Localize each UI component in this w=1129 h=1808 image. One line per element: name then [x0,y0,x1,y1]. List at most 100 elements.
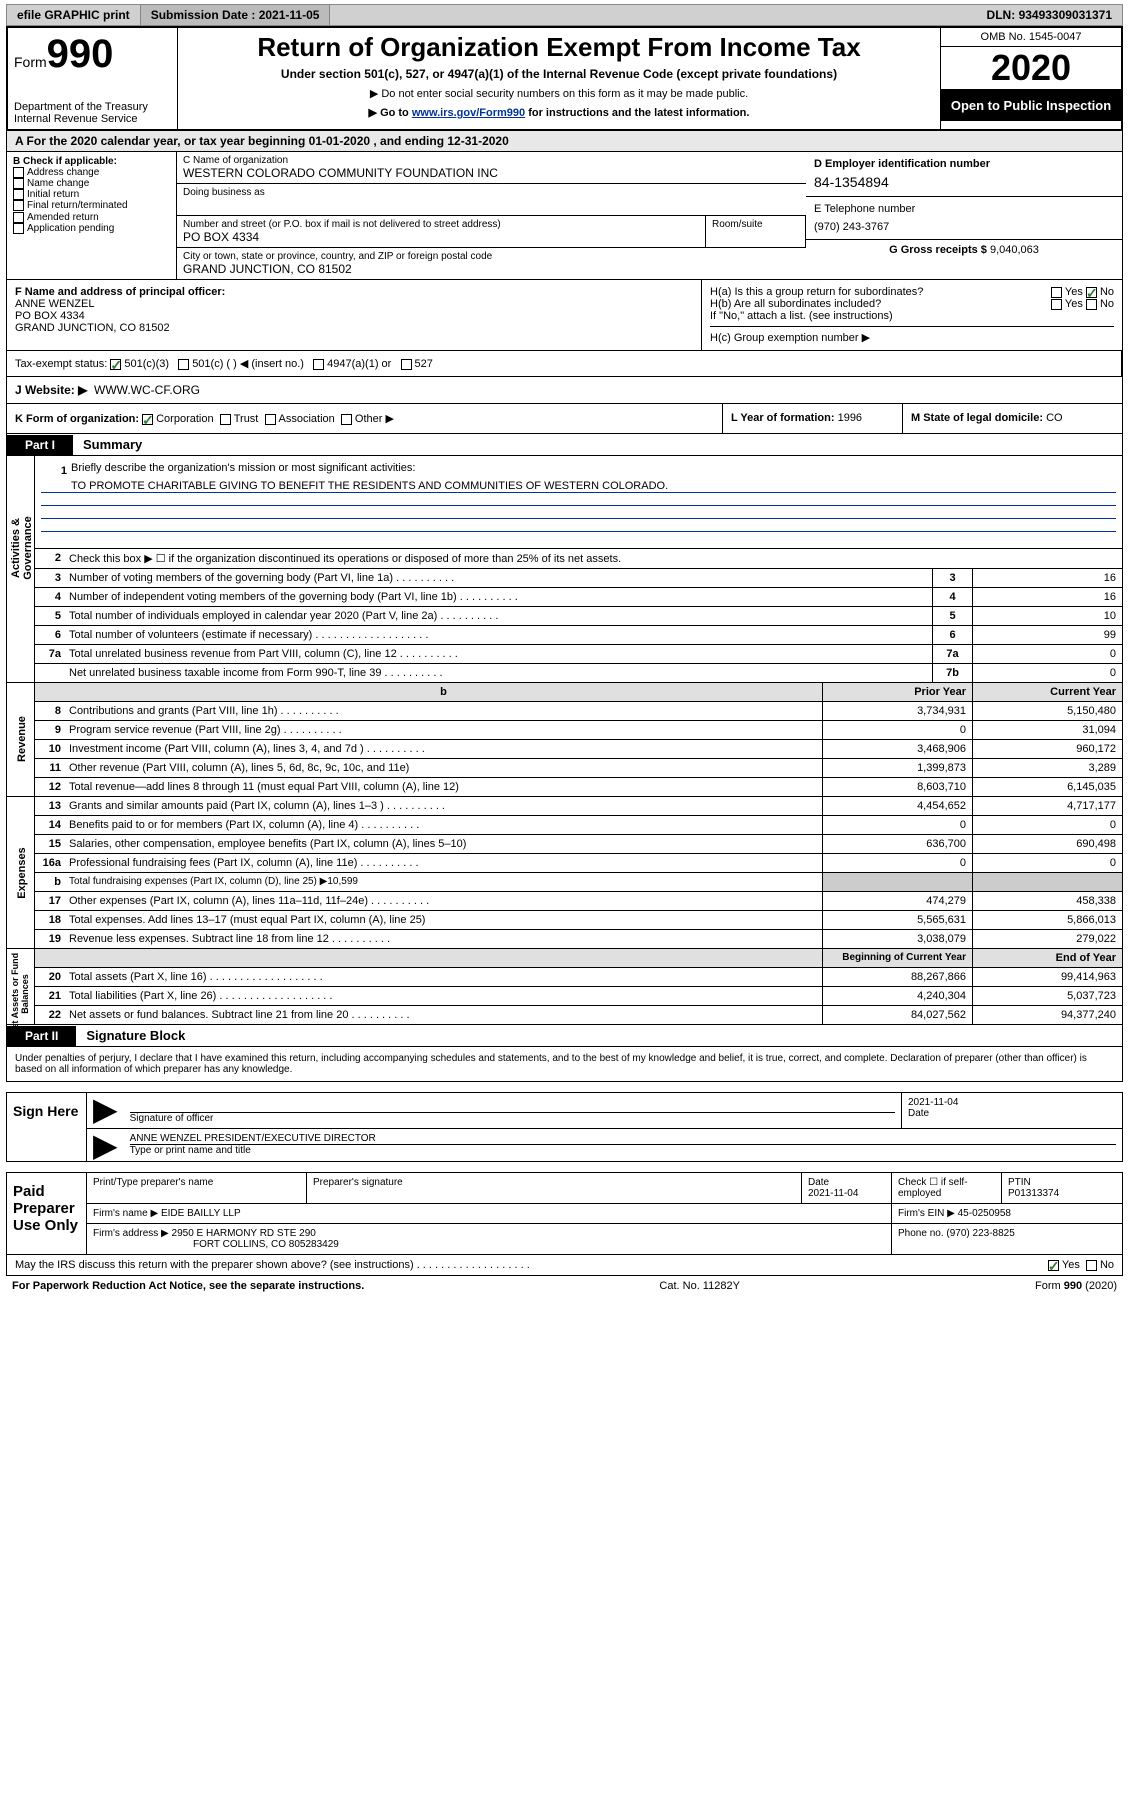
checkbox-icon[interactable] [13,223,24,234]
checkbox-icon[interactable] [401,359,412,370]
checkbox-icon[interactable] [1086,287,1097,298]
d-label: D Employer identification number [814,158,1114,170]
sig-date: 2021-11-04 [908,1097,1116,1108]
officer-name: ANNE WENZEL [15,298,693,310]
checkbox-icon[interactable] [341,414,352,425]
chk-initial: Initial return [13,189,170,200]
footer-mid: Cat. No. 11282Y [659,1280,740,1292]
sig-officer-label: Signature of officer [130,1113,895,1124]
sig-officer-row: ▶ Signature of officer 2021-11-04 Date [87,1093,1122,1129]
line-14: 14Benefits paid to or for members (Part … [35,816,1122,835]
officer-city: GRAND JUNCTION, CO 81502 [15,322,693,334]
ein-value: 84-1354894 [814,174,1114,190]
dln-label: DLN: [987,8,1016,22]
line-18: 18Total expenses. Add lines 13–17 (must … [35,911,1122,930]
l-value: 1996 [838,412,862,424]
tax-year-line: A For the 2020 calendar year, or tax yea… [6,131,1123,152]
col-b-checkboxes: B Check if applicable: Address change Na… [7,152,177,279]
phone-row: E Telephone number (970) 243-3767 [806,197,1122,240]
line-21: 21Total liabilities (Part X, line 26)4,2… [35,987,1122,1006]
col-c-org: C Name of organization WESTERN COLORADO … [177,152,806,279]
hb-line: H(b) Are all subordinates included? Yes … [710,298,1114,310]
checkbox-icon[interactable] [1051,287,1062,298]
header-right: OMB No. 1545-0047 2020 Open to Public In… [941,28,1121,129]
gross-value: 9,040,063 [990,244,1039,256]
checkbox-icon[interactable] [110,359,121,370]
checkbox-icon[interactable] [1051,299,1062,310]
line-8: 8Contributions and grants (Part VIII, li… [35,702,1122,721]
sign-here-block: Sign Here ▶ Signature of officer 2021-11… [6,1092,1123,1162]
form-number-block: Form990 [14,32,171,77]
sig-date-label: Date [908,1108,1116,1119]
line-4: 4Number of independent voting members of… [35,588,1122,607]
checkbox-icon[interactable] [13,167,24,178]
prep-name-h: Print/Type preparer's name [87,1173,307,1203]
j-label: J Website: ▶ [15,383,87,397]
e-label: E Telephone number [814,203,1114,215]
part-i-tag: Part I [7,435,73,455]
sig-blank[interactable] [130,1097,895,1113]
type-label: Type or print name and title [130,1145,1116,1156]
checkbox-icon[interactable] [142,414,153,425]
part-ii-header: Part II Signature Block [6,1025,1123,1047]
chk-amended: Amended return [13,212,170,223]
header-title-block: Return of Organization Exempt From Incom… [178,28,941,129]
officer-typed-name: ANNE WENZEL PRESIDENT/EXECUTIVE DIRECTOR [130,1133,1116,1145]
footer-left: For Paperwork Reduction Act Notice, see … [12,1280,364,1292]
room-cell: Room/suite [706,216,806,248]
prep-date-cell: Date2021-11-04 [802,1173,892,1203]
line-7b: Net unrelated business taxable income fr… [35,664,1122,682]
goto-pre: ▶ Go to [369,107,412,119]
submission-date: Submission Date : 2021-11-05 [141,5,331,25]
line-22: 22Net assets or fund balances. Subtract … [35,1006,1122,1024]
checkbox-icon[interactable] [1086,1260,1097,1271]
ein-row: D Employer identification number 84-1354… [806,152,1122,197]
part-ii-title: Signature Block [76,1025,195,1046]
checkbox-icon[interactable] [13,189,24,200]
form-990-page: efile GRAPHIC print Submission Date : 20… [0,0,1129,1300]
revenue-body: bPrior YearCurrent Year 8Contributions a… [35,683,1122,796]
firm-addr-cell: Firm's address ▶ 2950 E HARMONY RD STE 2… [87,1224,892,1254]
expenses-section: Expenses 13Grants and similar amounts pa… [6,797,1123,949]
checkbox-icon[interactable] [313,359,324,370]
prep-row2: Firm's name ▶ EIDE BAILLY LLP Firm's EIN… [87,1204,1122,1224]
line-20: 20Total assets (Part X, line 16)88,267,8… [35,968,1122,987]
firm-phone-cell: Phone no. (970) 223-8825 [892,1224,1122,1254]
dln-value: 93493309031371 [1019,8,1112,22]
addr-label: Number and street (or P.O. box if mail i… [183,219,699,230]
footer-right: Form 990 (2020) [1035,1280,1117,1292]
part-i-header: Part I Summary [6,434,1123,456]
chk-final: Final return/terminated [13,200,170,211]
header-left: Form990 Department of the Treasury Inter… [8,28,178,129]
checkbox-icon[interactable] [265,414,276,425]
prep-sig-h: Preparer's signature [307,1173,802,1203]
m-state: M State of legal domicile: CO [902,404,1122,433]
perjury-statement: Under penalties of perjury, I declare th… [6,1047,1123,1082]
line-6: 6Total number of volunteers (estimate if… [35,626,1122,645]
l-label: L Year of formation: [731,412,835,424]
h-block: H(a) Is this a group return for subordin… [702,280,1122,350]
mission-label: Briefly describe the organization's miss… [71,462,415,480]
tax-exempt-row: Tax-exempt status: 501(c)(3) 501(c) ( ) … [7,351,1122,376]
org-name-row: C Name of organization WESTERN COLORADO … [177,152,806,184]
checkbox-icon[interactable] [220,414,231,425]
website-row: J Website: ▶ WWW.WC-CF.ORG [6,377,1123,404]
line-13: 13Grants and similar amounts paid (Part … [35,797,1122,816]
phone-value: (970) 243-3767 [814,221,1114,233]
netassets-section: Net Assets or Fund Balances Beginning of… [6,949,1123,1025]
efile-label[interactable]: efile GRAPHIC print [7,5,141,25]
governance-section: Activities & Governance 1 Briefly descri… [6,456,1123,683]
checkbox-icon[interactable] [13,178,24,189]
checkbox-icon[interactable] [1048,1260,1059,1271]
paid-preparer-block: Paid Preparer Use Only Print/Type prepar… [6,1172,1123,1255]
checkbox-icon[interactable] [13,200,24,211]
c-name-label: C Name of organization [183,155,800,166]
form-number: 990 [47,32,114,76]
checkbox-icon[interactable] [13,212,24,223]
line-10: 10Investment income (Part VIII, column (… [35,740,1122,759]
officer-addr: PO BOX 4334 [15,310,693,322]
rule-line [41,503,1116,506]
checkbox-icon[interactable] [178,359,189,370]
irs-link[interactable]: www.irs.gov/Form990 [412,107,525,119]
hb-label: H(b) Are all subordinates included? [710,298,881,310]
